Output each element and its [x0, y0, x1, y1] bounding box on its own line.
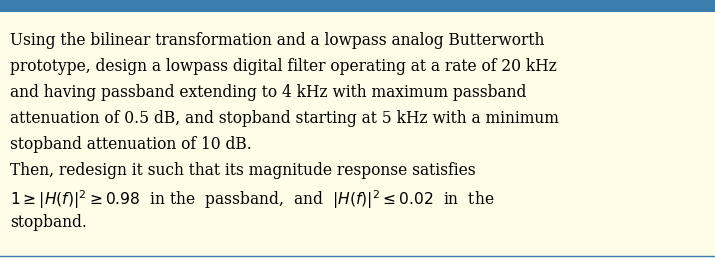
- Text: Then, redesign it such that its magnitude response satisfies: Then, redesign it such that its magnitud…: [10, 162, 475, 179]
- Text: prototype, design a lowpass digital filter operating at a rate of 20 kHz: prototype, design a lowpass digital filt…: [10, 58, 557, 75]
- Text: Using the bilinear transformation and a lowpass analog Butterworth: Using the bilinear transformation and a …: [10, 32, 544, 49]
- Text: attenuation of 0.5 dB, and stopband starting at 5 kHz with a minimum: attenuation of 0.5 dB, and stopband star…: [10, 110, 559, 127]
- Text: stopband.: stopband.: [10, 214, 87, 231]
- Text: stopband attenuation of 10 dB.: stopband attenuation of 10 dB.: [10, 136, 252, 153]
- Text: $1 \geq |H(f)|^2 \geq 0.98$  in the  passband,  and  $|H(f)|^2 \leq 0.02$  in  t: $1 \geq |H(f)|^2 \geq 0.98$ in the passb…: [10, 188, 494, 211]
- Text: and having passband extending to 4 kHz with maximum passband: and having passband extending to 4 kHz w…: [10, 84, 526, 101]
- Bar: [0, 0, 715, 12]
